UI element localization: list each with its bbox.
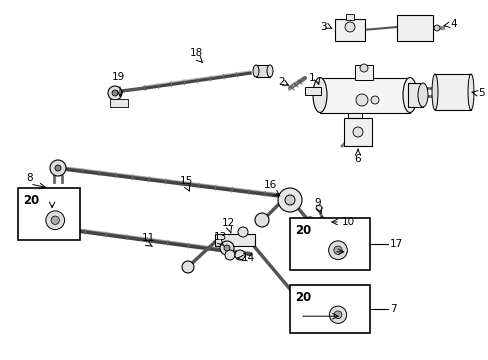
Bar [346, 14, 353, 20]
Text: 1: 1 [308, 73, 314, 83]
Circle shape [285, 195, 294, 205]
Ellipse shape [266, 65, 272, 77]
Text: 2: 2 [278, 77, 285, 87]
Ellipse shape [467, 74, 473, 110]
Circle shape [278, 188, 302, 212]
Bar [407, 83, 422, 107]
Text: 4: 4 [449, 19, 456, 29]
Circle shape [370, 96, 378, 104]
Bar [334, 19, 364, 41]
Text: 15: 15 [179, 176, 192, 186]
Circle shape [283, 190, 296, 204]
Circle shape [50, 160, 66, 176]
Circle shape [333, 311, 341, 319]
Ellipse shape [312, 77, 326, 112]
Circle shape [328, 241, 346, 260]
Circle shape [254, 213, 268, 227]
Circle shape [359, 64, 367, 72]
Text: 5: 5 [477, 88, 484, 98]
Bar [343, 118, 371, 146]
Circle shape [182, 261, 194, 273]
Text: 16: 16 [263, 180, 276, 190]
Bar [18, 188, 80, 240]
Bar [289, 285, 369, 333]
Text: 9: 9 [314, 198, 321, 208]
Circle shape [433, 25, 439, 31]
Text: 14: 14 [242, 253, 255, 263]
Bar [289, 218, 369, 270]
Circle shape [108, 86, 122, 100]
Circle shape [352, 127, 362, 137]
Circle shape [333, 246, 342, 255]
Bar [256, 65, 269, 77]
Circle shape [238, 227, 247, 237]
Circle shape [355, 94, 367, 106]
Circle shape [220, 241, 234, 255]
Circle shape [304, 217, 315, 229]
Ellipse shape [417, 83, 427, 107]
Text: 8: 8 [27, 173, 33, 183]
Circle shape [51, 221, 65, 235]
Ellipse shape [402, 77, 416, 112]
Bar [396, 15, 432, 41]
Bar [354, 65, 372, 80]
Circle shape [51, 216, 59, 224]
Circle shape [329, 306, 346, 323]
Circle shape [345, 22, 354, 32]
Circle shape [224, 245, 229, 251]
Circle shape [235, 250, 244, 260]
Circle shape [55, 225, 61, 230]
Bar [319, 78, 409, 113]
Circle shape [112, 90, 118, 96]
Text: 13: 13 [213, 232, 226, 242]
Circle shape [55, 165, 61, 171]
Text: 12: 12 [221, 218, 234, 228]
Circle shape [291, 292, 304, 304]
Text: 18: 18 [189, 48, 202, 58]
Bar [110, 99, 128, 107]
Text: 20: 20 [294, 291, 311, 304]
Bar [347, 113, 361, 123]
Bar [215, 234, 254, 246]
Circle shape [224, 250, 235, 260]
Text: 7: 7 [389, 304, 396, 314]
Text: 11: 11 [141, 233, 154, 243]
Ellipse shape [252, 65, 259, 77]
Text: 20: 20 [23, 194, 39, 207]
Circle shape [46, 211, 64, 230]
Text: 17: 17 [389, 239, 403, 249]
Circle shape [316, 217, 326, 227]
Bar [434, 74, 470, 110]
Text: 19: 19 [111, 72, 124, 82]
Text: 20: 20 [294, 224, 311, 237]
Bar [305, 87, 320, 95]
Text: 10: 10 [341, 217, 354, 227]
Ellipse shape [431, 74, 437, 110]
Text: 6: 6 [354, 154, 361, 164]
Circle shape [315, 205, 321, 211]
Text: 3: 3 [320, 22, 326, 32]
